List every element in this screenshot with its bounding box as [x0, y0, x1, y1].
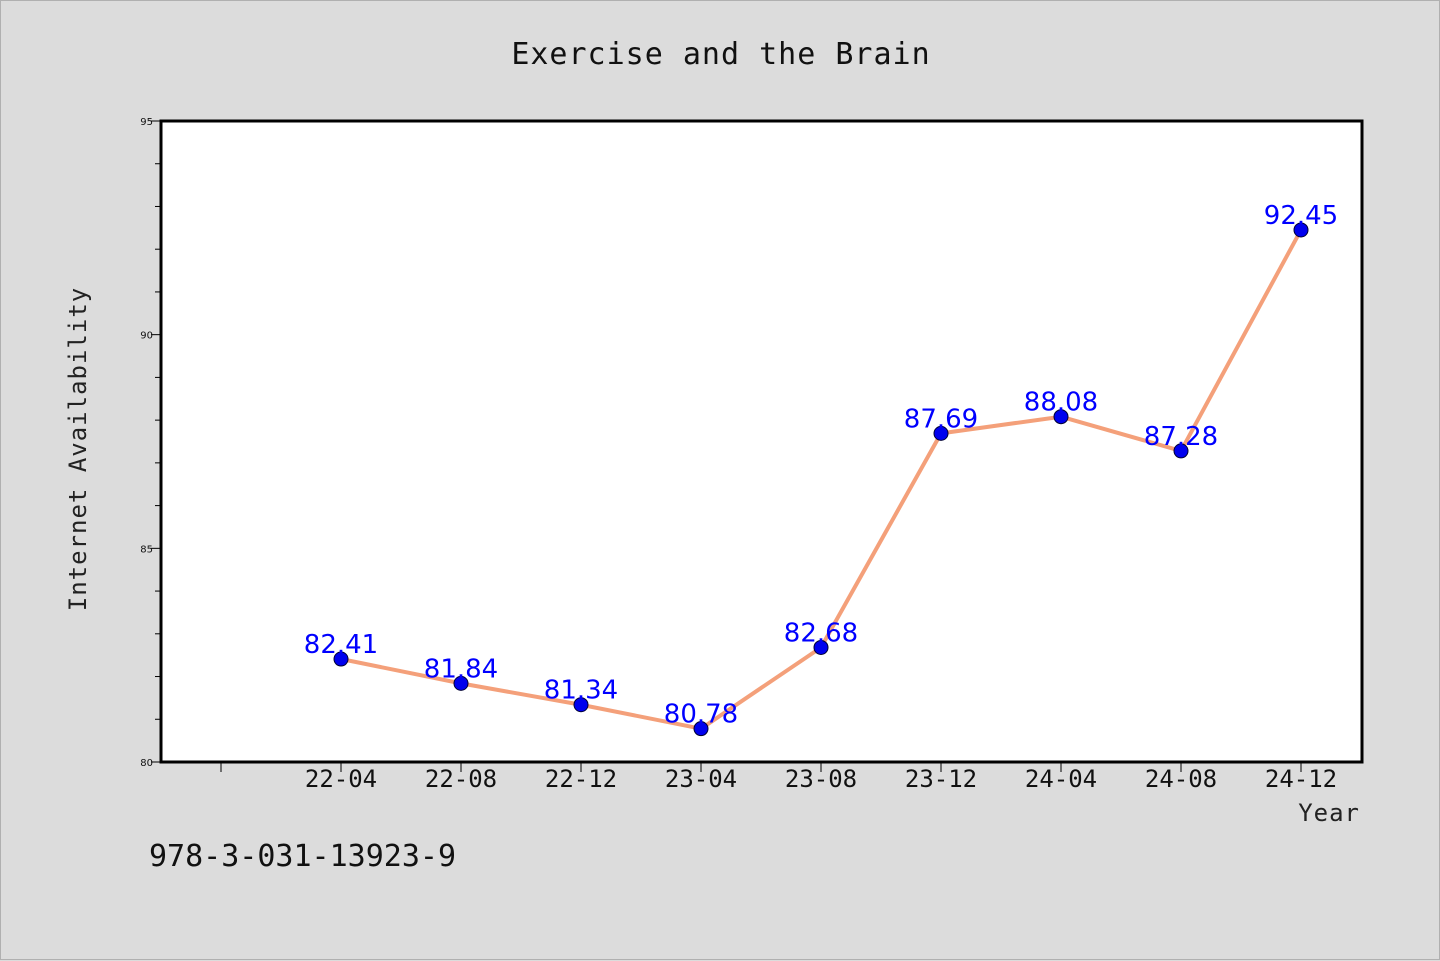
- x-tick-label: 23-08: [785, 765, 857, 793]
- data-point: [573, 697, 589, 713]
- data-point: [1173, 443, 1189, 459]
- data-label: 81.84: [424, 654, 498, 684]
- data-point: [693, 721, 709, 737]
- plot-area: [161, 121, 1362, 762]
- x-tick-label: 23-04: [665, 765, 737, 793]
- x-tick-label: 24-12: [1265, 765, 1337, 793]
- plot-border: [159, 119, 1364, 764]
- data-label: 80.78: [664, 700, 738, 730]
- data-label: 87.69: [904, 404, 978, 434]
- x-tick-label: 22-04: [305, 765, 377, 793]
- data-point: [1293, 222, 1309, 238]
- x-tick-label: 23-12: [905, 765, 977, 793]
- data-point: [933, 425, 949, 441]
- data-label: 82.68: [784, 618, 858, 648]
- y-tick-label: 85: [140, 544, 153, 555]
- y-axis-label: Internet Availability: [64, 287, 92, 611]
- x-tick-label: 24-04: [1025, 765, 1097, 793]
- data-point: [813, 639, 829, 655]
- y-axis: 80 85 90 95: [140, 117, 161, 769]
- x-axis: 22-04 22-08 22-12 23-04 23-08 23-12 24-04 24-08…: [220, 762, 1337, 793]
- y-tick-label: 95: [140, 117, 153, 128]
- isbn-label: 978-3-031-13923-9: [149, 839, 456, 874]
- y-tick-label: 80: [140, 758, 153, 769]
- data-label: 87.28: [1144, 422, 1218, 452]
- data-label: 92.45: [1264, 201, 1338, 231]
- series-layer: 82.41 81.84 81.34 80.78 82.68 87.69 88.08 87.28…: [304, 201, 1338, 737]
- x-tick-label: 24-08: [1145, 765, 1217, 793]
- data-point: [333, 651, 349, 667]
- data-point: [1053, 409, 1069, 425]
- data-label: 88.08: [1024, 388, 1098, 418]
- chart-title: Exercise and the Brain: [511, 37, 930, 72]
- data-label: 81.34: [544, 676, 618, 706]
- data-point: [453, 675, 469, 691]
- x-tick-label: 22-08: [425, 765, 497, 793]
- x-axis-label: Year: [1298, 799, 1360, 827]
- data-label: 82.41: [304, 630, 378, 660]
- x-tick-label: 22-12: [545, 765, 617, 793]
- y-tick-label: 90: [140, 331, 153, 342]
